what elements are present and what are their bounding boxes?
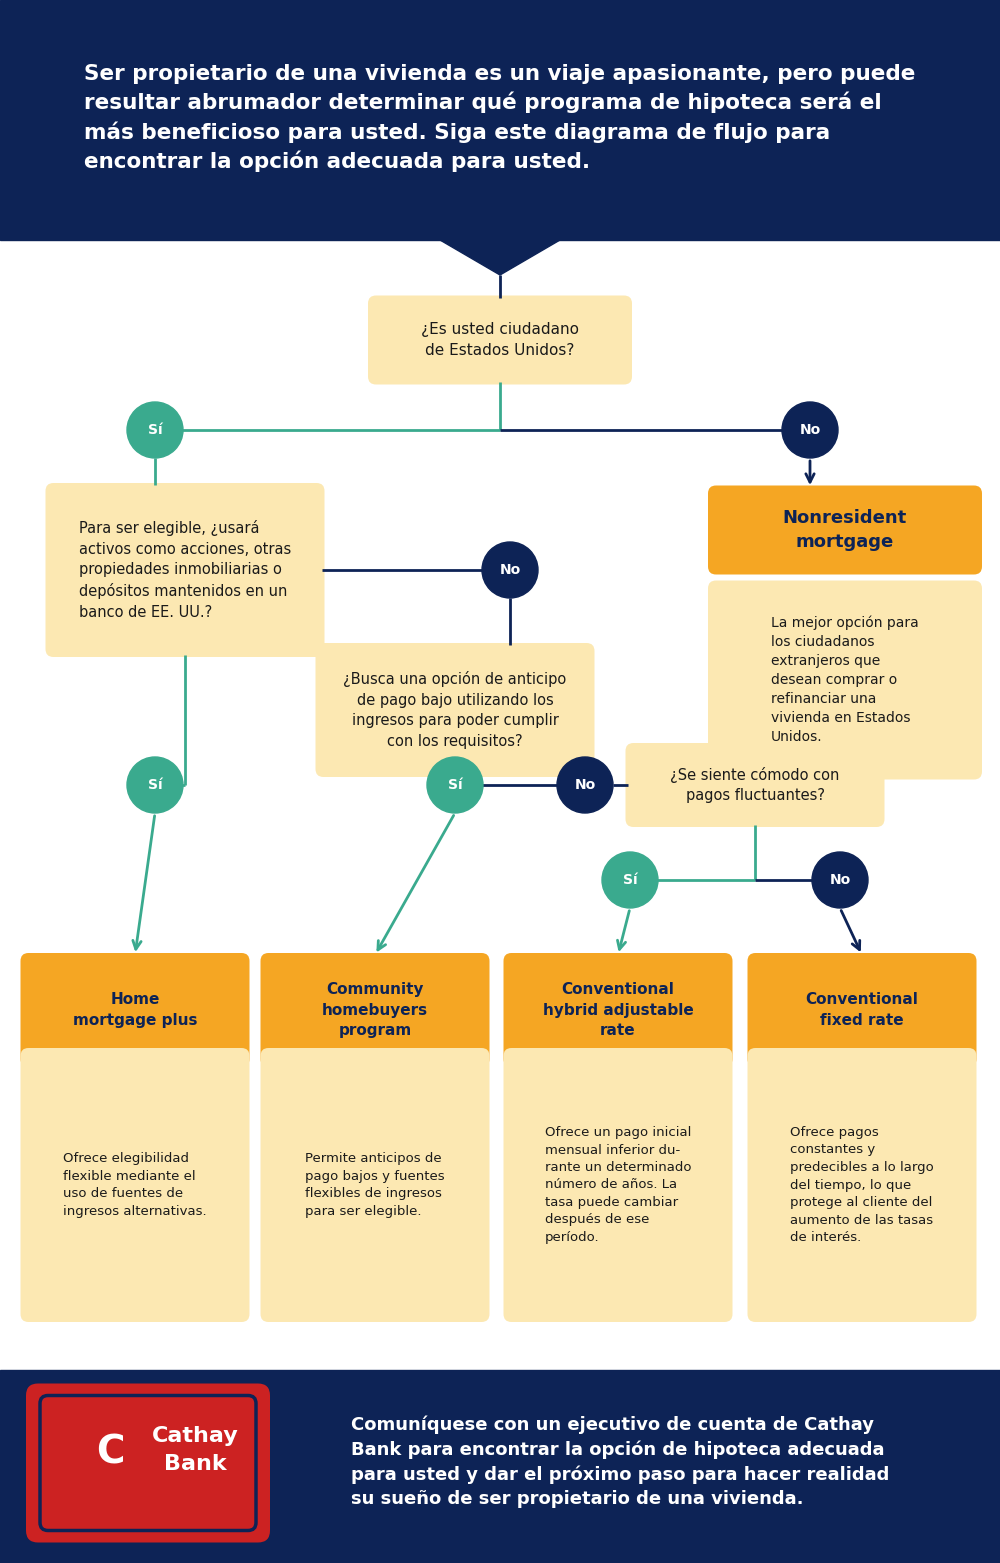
FancyBboxPatch shape xyxy=(504,1049,732,1322)
Text: ¿Es usted ciudadano
de Estados Unidos?: ¿Es usted ciudadano de Estados Unidos? xyxy=(421,322,579,358)
Text: Ofrece elegibilidad
flexible mediante el
uso de fuentes de
ingresos alternativas: Ofrece elegibilidad flexible mediante el… xyxy=(63,1152,207,1218)
Circle shape xyxy=(482,542,538,599)
Text: Cathay
Bank: Cathay Bank xyxy=(152,1427,238,1474)
Text: Sí: Sí xyxy=(148,778,162,792)
FancyBboxPatch shape xyxy=(368,295,632,384)
FancyBboxPatch shape xyxy=(40,1396,256,1530)
Text: Permite anticipos de
pago bajos y fuentes
flexibles de ingresos
para ser elegibl: Permite anticipos de pago bajos y fuente… xyxy=(305,1152,445,1218)
Text: Ofrece pagos
constantes y
predecibles a lo largo
del tiempo, lo que
protege al c: Ofrece pagos constantes y predecibles a … xyxy=(790,1125,934,1244)
FancyBboxPatch shape xyxy=(20,953,250,1068)
Text: No: No xyxy=(829,874,851,886)
FancyBboxPatch shape xyxy=(260,1049,490,1322)
Text: ¿Busca una opción de anticipo
de pago bajo utilizando los
ingresos para poder cu: ¿Busca una opción de anticipo de pago ba… xyxy=(343,672,567,749)
Bar xyxy=(0,1371,1000,1563)
FancyBboxPatch shape xyxy=(504,953,732,1068)
Text: Para ser elegible, ¿usará
activos como acciones, otras
propiedades inmobiliarias: Para ser elegible, ¿usará activos como a… xyxy=(79,520,291,619)
FancyBboxPatch shape xyxy=(20,1049,250,1322)
FancyBboxPatch shape xyxy=(46,483,324,656)
Circle shape xyxy=(127,402,183,458)
Text: Sí: Sí xyxy=(148,424,162,438)
FancyBboxPatch shape xyxy=(260,953,490,1068)
Text: Ser propietario de una vivienda es un viaje apasionante, pero puede
resultar abr: Ser propietario de una vivienda es un vi… xyxy=(84,64,916,172)
Circle shape xyxy=(427,756,483,813)
Text: Comuníquese con un ejecutivo de cuenta de Cathay
Bank para encontrar la opción d: Comuníquese con un ejecutivo de cuenta d… xyxy=(351,1416,889,1508)
Circle shape xyxy=(127,756,183,813)
FancyBboxPatch shape xyxy=(26,1383,270,1543)
Text: No: No xyxy=(574,778,596,792)
Circle shape xyxy=(602,852,658,908)
Text: Ofrece un pago inicial
mensual inferior du-
rante un determinado
número de años.: Ofrece un pago inicial mensual inferior … xyxy=(545,1125,691,1244)
FancyBboxPatch shape xyxy=(626,742,885,827)
Text: No: No xyxy=(799,424,821,438)
Text: Nonresident
mortgage: Nonresident mortgage xyxy=(783,510,907,552)
Polygon shape xyxy=(440,241,560,275)
Circle shape xyxy=(557,756,613,813)
Circle shape xyxy=(812,852,868,908)
Bar xyxy=(0,0,1000,241)
FancyBboxPatch shape xyxy=(708,486,982,575)
Text: Sí: Sí xyxy=(623,874,637,886)
Text: ¿Se siente cómodo con
pagos fluctuantes?: ¿Se siente cómodo con pagos fluctuantes? xyxy=(670,767,840,803)
Text: La mejor opción para
los ciudadanos
extranjeros que
desean comprar o
refinanciar: La mejor opción para los ciudadanos extr… xyxy=(771,616,919,744)
FancyBboxPatch shape xyxy=(748,953,976,1068)
FancyBboxPatch shape xyxy=(748,1049,976,1322)
Text: Sí: Sí xyxy=(448,778,462,792)
Text: Home
mortgage plus: Home mortgage plus xyxy=(73,993,197,1028)
Text: Conventional
hybrid adjustable
rate: Conventional hybrid adjustable rate xyxy=(543,982,693,1038)
Circle shape xyxy=(782,402,838,458)
Text: Community
homebuyers
program: Community homebuyers program xyxy=(322,982,428,1038)
Text: Conventional
fixed rate: Conventional fixed rate xyxy=(806,993,918,1028)
Text: No: No xyxy=(499,563,521,577)
FancyBboxPatch shape xyxy=(708,580,982,780)
Text: C: C xyxy=(96,1433,124,1471)
FancyBboxPatch shape xyxy=(316,642,594,777)
